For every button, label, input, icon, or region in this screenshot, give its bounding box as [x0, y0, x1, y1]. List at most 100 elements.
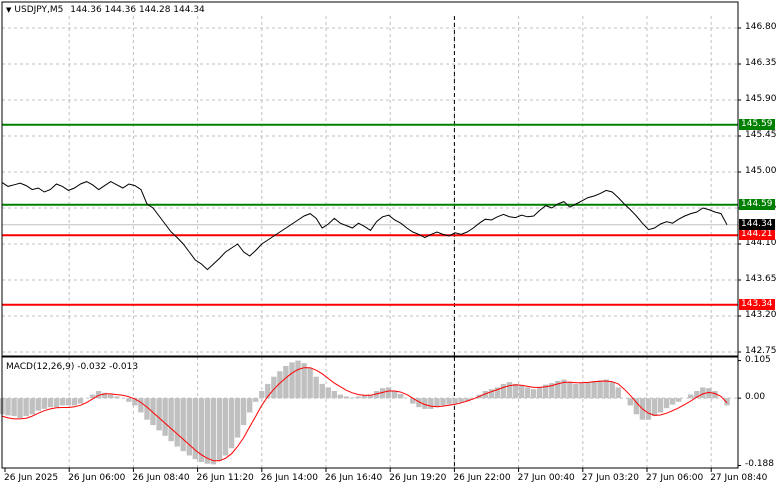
macd-histogram-bar — [688, 394, 694, 399]
macd-histogram-bar — [71, 398, 78, 406]
macd-histogram-bar — [675, 398, 682, 402]
symbol-label: USDJPY,M5 — [14, 5, 64, 15]
macd-histogram-bar — [210, 398, 217, 465]
macd-histogram-bar — [95, 391, 102, 399]
macd-histogram-bar — [482, 391, 488, 399]
macd-histogram-bar — [325, 387, 331, 399]
macd-histogram-bar — [247, 398, 253, 413]
macd-histogram-bar — [186, 398, 192, 456]
x-tick-label: 26 Jun 14:00 — [260, 473, 318, 483]
macd-histogram-bar — [663, 398, 670, 409]
macd-histogram-bar — [645, 398, 652, 420]
macd-histogram-bar — [47, 398, 53, 408]
macd-histogram-bar — [150, 398, 156, 426]
macd-histogram-bar — [573, 383, 579, 399]
macd-histogram-bar — [530, 389, 537, 399]
macd-histogram-bar — [700, 387, 706, 399]
y-tick-label: 142.75 — [745, 346, 777, 356]
macd-histogram-bar — [259, 391, 265, 399]
macd-histogram-bar — [17, 398, 23, 418]
x-tick-label: 27 Jun 06:00 — [646, 473, 704, 483]
grid-layer — [2, 16, 738, 468]
macd-histogram-bar — [228, 398, 235, 449]
macd-histogram-bar — [271, 376, 277, 399]
macd-histogram-bar — [89, 394, 96, 399]
macd-histogram-bar — [367, 394, 374, 399]
macd-histogram-bar — [506, 382, 513, 399]
macd-histogram-bar — [500, 383, 507, 399]
macd-histogram-bar — [361, 395, 368, 399]
macd-histogram-bar — [422, 398, 428, 409]
macd-histogram-bar — [512, 383, 519, 399]
macd-histogram-bar — [464, 398, 470, 402]
macd-histogram-bar — [337, 394, 343, 399]
macd-histogram-bar — [174, 398, 180, 447]
macd-histogram-bar — [313, 376, 319, 399]
macd-histogram-bar — [59, 398, 66, 406]
macd-histogram-bar — [301, 363, 307, 399]
macd-histogram-bar — [132, 398, 138, 406]
macd-histogram-bar — [452, 398, 458, 404]
macd-histogram-bar — [198, 398, 205, 462]
macd-histogram-bar — [343, 396, 350, 399]
macd-histogram-bar — [488, 389, 495, 399]
macd-histogram-bar — [537, 387, 543, 399]
macd-histogram-bar — [591, 381, 597, 399]
macd-histogram-bar — [657, 398, 664, 413]
y-tick-label: 145.90 — [745, 94, 777, 104]
macd-histogram-bar — [29, 398, 35, 415]
macd-histogram-bar — [434, 398, 440, 408]
macd-histogram-bar — [277, 371, 283, 399]
macd-histogram-bar — [331, 391, 337, 399]
macd-histogram-bar — [724, 398, 730, 406]
macd-histogram-bar — [549, 383, 555, 399]
y-tick-label: 143.65 — [745, 274, 777, 284]
macd-histogram-bar — [379, 388, 386, 399]
macd-histogram-bar — [5, 398, 11, 416]
macd-histogram-bar — [216, 398, 223, 461]
macd-histogram-bar — [204, 398, 211, 464]
macd-histogram-bar — [35, 398, 41, 411]
macd-histogram-bar — [392, 391, 398, 399]
x-tick-label: 27 Jun 03:20 — [581, 473, 639, 483]
macd-histogram-bar — [240, 398, 247, 426]
macd-histogram-bar — [615, 387, 621, 399]
macd-indicator-label: MACD(12,26,9) -0.032 -0.013 — [6, 362, 139, 372]
price-level-tag: 144.59 — [739, 198, 775, 210]
chart-menu-dropdown-icon[interactable]: ▼ — [6, 6, 12, 14]
macd-histogram-bar — [561, 379, 567, 399]
macd-histogram-bar — [567, 382, 573, 399]
main-panel-frame — [1, 1, 739, 357]
macd-histogram-bar — [156, 398, 162, 431]
macd-histogram-bar — [585, 382, 591, 399]
macd-histogram-bar — [234, 398, 241, 438]
macd-histogram-bar — [114, 396, 120, 399]
macd-histogram-bar — [222, 398, 229, 456]
macd-histogram-bar — [349, 397, 356, 399]
x-tick-label: 26 Jun 19:20 — [389, 473, 447, 483]
macd-y-tick-label: -0.188 — [745, 459, 775, 470]
macd-histogram-bar — [192, 398, 198, 460]
macd-histogram-bar — [23, 398, 29, 417]
x-tick-label: 27 Jun 00:40 — [517, 473, 575, 483]
series-layer — [0, 181, 730, 465]
macd-histogram-bar — [168, 398, 174, 442]
price-series-line — [1, 181, 728, 271]
x-tick-label: 26 Jun 11:20 — [196, 473, 254, 483]
macd-histogram-bar — [355, 396, 362, 399]
level-lines-layer — [2, 16, 738, 468]
macd-histogram-bar — [398, 393, 404, 399]
macd-histogram-bar — [518, 385, 525, 399]
macd-histogram-bar — [319, 383, 325, 399]
macd-histogram-bar — [446, 398, 452, 405]
macd-histogram-bar — [265, 383, 271, 399]
macd-histogram-bar — [162, 398, 168, 436]
macd-histogram-bar — [651, 398, 658, 417]
macd-histogram-bar — [669, 398, 676, 405]
macd-histogram-bar — [102, 392, 108, 399]
macd-histogram-bar — [126, 398, 132, 402]
macd-histogram-bar — [712, 391, 718, 399]
macd-histogram-bar — [289, 362, 295, 399]
